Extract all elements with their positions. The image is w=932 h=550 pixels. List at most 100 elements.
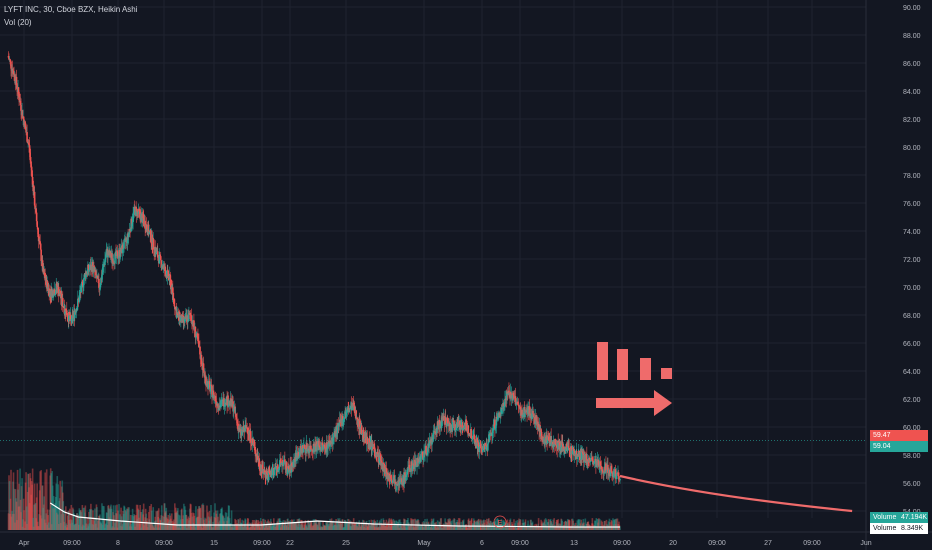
volume-bar xyxy=(524,521,526,530)
candle-body xyxy=(587,460,589,462)
volume-bar xyxy=(339,520,341,530)
volume-bar xyxy=(216,510,219,530)
volume-bar xyxy=(518,518,520,530)
volume-bar xyxy=(285,520,287,530)
symbol-title[interactable]: LYFT INC, 30, Cboe BZX, Heikin Ashi xyxy=(4,5,138,14)
volume-bar xyxy=(326,524,329,530)
candle-body xyxy=(253,445,256,447)
volume-bar xyxy=(76,513,78,530)
volume-bar xyxy=(433,522,436,530)
volume-bar xyxy=(370,524,373,530)
volume-bar xyxy=(543,519,546,530)
volume-bar xyxy=(544,518,547,530)
candle-body xyxy=(314,443,317,447)
candle-body xyxy=(44,276,46,281)
volume-bar xyxy=(89,509,92,530)
candle-body xyxy=(306,443,308,452)
volume-bar xyxy=(21,478,23,530)
volume-bar xyxy=(106,512,108,530)
candle-body xyxy=(405,477,407,481)
candle-body xyxy=(492,424,495,431)
volume-bar xyxy=(584,527,586,530)
volume-bar xyxy=(567,520,570,530)
drawing-bar xyxy=(640,358,651,380)
volume-bar xyxy=(321,527,323,530)
volume-bar xyxy=(499,524,502,530)
candle-body xyxy=(444,417,447,425)
earnings-marker-icon[interactable] xyxy=(493,515,507,529)
volume-bar xyxy=(423,522,426,530)
candle-body xyxy=(35,208,37,213)
volume-bar xyxy=(503,520,505,530)
volume-bar xyxy=(191,526,193,530)
volume-bar xyxy=(577,519,580,530)
volume-bar xyxy=(213,517,216,530)
candle-body xyxy=(452,420,455,422)
volume-bar xyxy=(211,526,213,530)
candle-body xyxy=(218,405,221,409)
volume-bar xyxy=(434,526,437,530)
volume-bar xyxy=(402,524,404,530)
volume-bar xyxy=(17,506,20,530)
candle-body xyxy=(355,410,358,419)
volume-bar xyxy=(547,521,549,530)
candle-body xyxy=(614,469,617,477)
candle-body xyxy=(114,253,116,264)
volume-bar xyxy=(161,515,164,530)
volume-bar xyxy=(563,521,566,530)
volume-bar xyxy=(63,509,66,530)
candle-body xyxy=(223,406,226,407)
volume-bar xyxy=(314,523,317,530)
volume-bar xyxy=(395,525,397,530)
volume-bar xyxy=(82,524,84,530)
time-tick-label: 09:00 xyxy=(63,540,81,547)
volume-bar xyxy=(473,520,476,530)
volume-bar xyxy=(215,510,217,530)
candle-body xyxy=(116,250,118,252)
candle-body xyxy=(571,448,574,451)
volume-bar xyxy=(117,521,120,530)
candle-body xyxy=(546,435,548,444)
volume-bar xyxy=(349,520,351,530)
volume-bar xyxy=(485,527,487,530)
candle-body xyxy=(576,454,579,460)
volume-bar xyxy=(335,519,337,530)
volume-bar xyxy=(134,522,137,530)
volume-bar xyxy=(331,521,334,530)
candle-body xyxy=(518,405,520,407)
volume-bar xyxy=(378,521,381,530)
volume-bar xyxy=(79,511,81,530)
candle-body xyxy=(117,257,119,259)
candle-body xyxy=(440,417,443,428)
volume-bar xyxy=(282,520,285,530)
volume-bar xyxy=(34,502,37,530)
candle-body xyxy=(258,459,261,467)
volume-bar xyxy=(274,524,276,530)
volume-bar xyxy=(8,475,10,530)
candle-body xyxy=(589,460,592,463)
volume-bar xyxy=(432,519,434,530)
volume-bar xyxy=(60,514,63,530)
volume-bar xyxy=(135,504,138,530)
volume-bar xyxy=(312,519,315,530)
volume-indicator-label[interactable]: Vol (20) xyxy=(4,18,32,27)
volume-bar xyxy=(400,522,402,530)
volume-bar xyxy=(350,526,352,530)
volume-bar xyxy=(262,525,265,530)
volume-bar xyxy=(335,520,338,530)
volume-bar xyxy=(300,519,302,530)
volume-bar xyxy=(540,519,542,530)
volume-bar xyxy=(325,523,328,530)
volume-bar xyxy=(173,522,176,530)
volume-bar xyxy=(177,508,179,530)
candle-body xyxy=(383,463,386,469)
volume-bar xyxy=(396,524,399,530)
candle-body xyxy=(576,454,579,456)
candle-body xyxy=(233,407,235,410)
volume-bar xyxy=(383,519,385,530)
volume-bar xyxy=(454,523,456,530)
volume-bar xyxy=(495,526,498,530)
volume-bar xyxy=(275,524,277,530)
candle-body xyxy=(295,452,298,461)
